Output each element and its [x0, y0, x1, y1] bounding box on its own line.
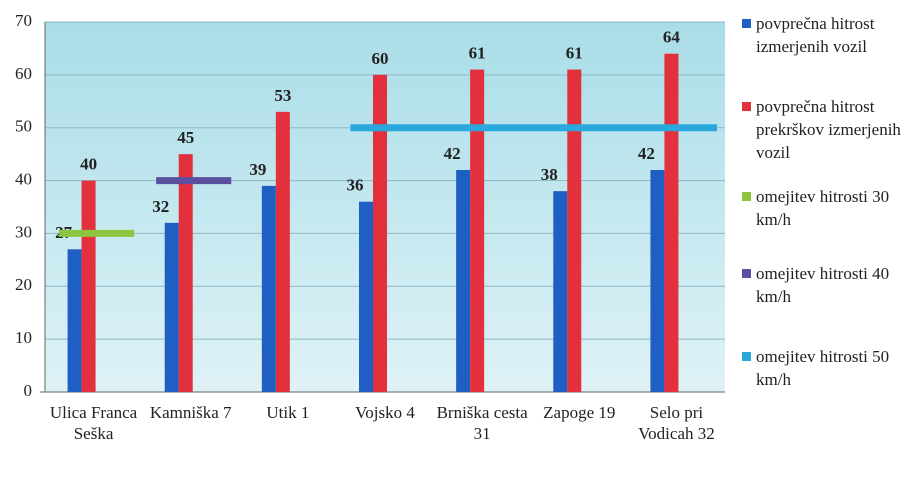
y-tick-label: 60	[15, 64, 32, 83]
value-label: 60	[372, 49, 389, 68]
x-tick-label: Zapoge 19	[543, 403, 616, 422]
value-label: 42	[638, 144, 655, 163]
bar	[553, 191, 568, 392]
bar	[359, 201, 373, 392]
x-tick-label: Ulica Franca Seška	[49, 403, 138, 443]
bar	[164, 222, 179, 392]
bar	[567, 69, 582, 393]
y-tick-label: 40	[15, 169, 32, 188]
legend-item: omejitev hitrosti 50 km/h	[742, 345, 917, 391]
bar	[275, 111, 290, 392]
value-label: 61	[469, 43, 486, 62]
legend-item: omejitev hitrosti 30 km/h	[742, 185, 917, 231]
value-label: 53	[274, 86, 291, 105]
legend-marker	[742, 269, 751, 278]
legend-marker	[742, 102, 751, 111]
value-label: 40	[80, 154, 97, 173]
value-label: 32	[152, 197, 169, 216]
legend-marker	[742, 192, 751, 201]
x-tick-label: Kamniška 7	[149, 403, 232, 422]
y-tick-label: 70	[15, 11, 32, 30]
legend-item: povprečna hitrost izmerjenih vozil	[742, 12, 917, 58]
x-tick-label: Selo pri Vodicah 32	[638, 403, 715, 443]
value-label: 39	[249, 160, 266, 179]
bar	[67, 249, 82, 392]
bar	[373, 74, 387, 392]
bar	[81, 180, 96, 392]
y-tick-label: 20	[15, 275, 32, 294]
value-label: 42	[444, 144, 461, 163]
bar	[261, 185, 276, 392]
y-tick-label: 10	[15, 328, 32, 347]
bar	[456, 170, 471, 392]
legend-marker	[742, 352, 751, 361]
y-tick-label: 0	[24, 381, 33, 400]
bar	[650, 170, 665, 392]
bar	[178, 154, 193, 392]
value-label: 45	[177, 128, 194, 147]
value-label: 36	[347, 176, 364, 195]
value-label: 61	[566, 43, 583, 62]
y-tick-label: 50	[15, 117, 32, 136]
bar	[470, 69, 485, 393]
legend-item: omejitev hitrosti 40 km/h	[742, 262, 917, 308]
legend-marker	[742, 19, 751, 28]
x-tick-label: Brniška cesta 31	[436, 403, 528, 443]
x-tick-label: Utik 1	[266, 403, 310, 422]
value-label: 64	[663, 28, 681, 47]
y-tick-label: 30	[15, 222, 32, 241]
legend-item: povprečna hitrost prekrškov izmerjenih v…	[742, 95, 917, 164]
x-tick-label: Vojsko 4	[355, 403, 415, 422]
value-label: 38	[541, 165, 558, 184]
bar	[664, 53, 679, 392]
